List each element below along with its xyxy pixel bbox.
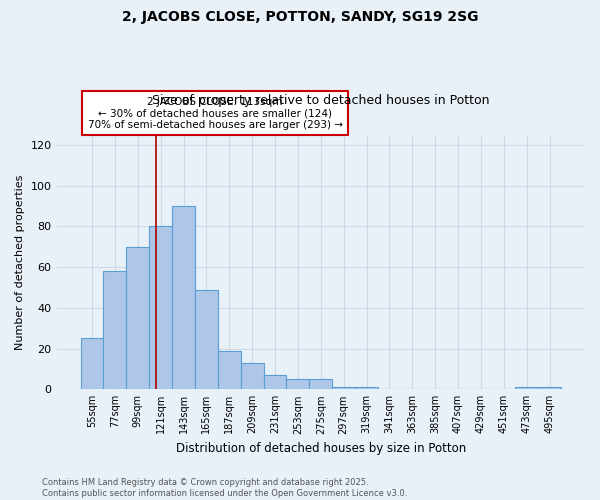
Y-axis label: Number of detached properties: Number of detached properties <box>15 174 25 350</box>
Bar <box>103 272 127 390</box>
Bar <box>310 379 332 390</box>
Bar <box>332 388 355 390</box>
Bar <box>538 388 561 390</box>
Bar <box>263 375 286 390</box>
Bar <box>286 379 310 390</box>
X-axis label: Distribution of detached houses by size in Potton: Distribution of detached houses by size … <box>176 442 466 455</box>
Title: Size of property relative to detached houses in Potton: Size of property relative to detached ho… <box>152 94 490 108</box>
Text: 2, JACOBS CLOSE, POTTON, SANDY, SG19 2SG: 2, JACOBS CLOSE, POTTON, SANDY, SG19 2SG <box>122 10 478 24</box>
Bar <box>241 363 263 390</box>
Bar <box>218 350 241 390</box>
Bar <box>515 388 538 390</box>
Bar <box>172 206 195 390</box>
Bar <box>80 338 103 390</box>
Bar <box>195 290 218 390</box>
Bar <box>149 226 172 390</box>
Text: 2 JACOBS CLOSE: 113sqm
← 30% of detached houses are smaller (124)
70% of semi-de: 2 JACOBS CLOSE: 113sqm ← 30% of detached… <box>88 96 343 130</box>
Bar <box>355 388 378 390</box>
Bar <box>127 247 149 390</box>
Text: Contains HM Land Registry data © Crown copyright and database right 2025.
Contai: Contains HM Land Registry data © Crown c… <box>42 478 407 498</box>
